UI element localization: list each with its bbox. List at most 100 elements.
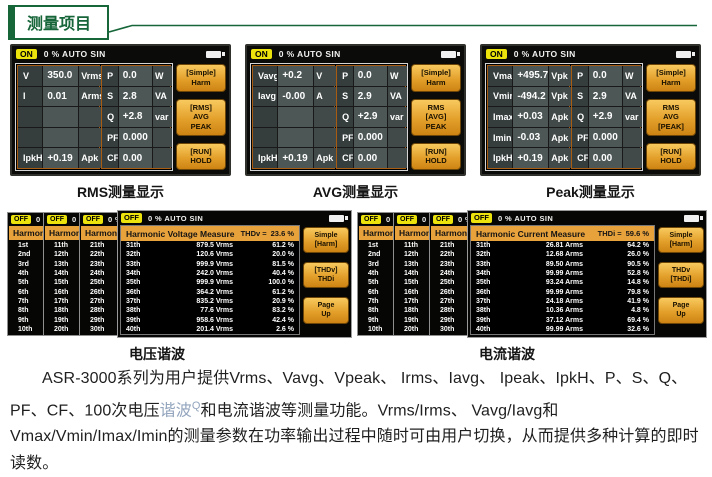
harmonic-front-panel: OFF 0 % AUTO SIN Harmonic Current Measure T… [467, 210, 707, 338]
harmonic-table: Harmonic Voltage Measure THDv = 23.6 % 31th… [120, 225, 300, 335]
measurement-unit [622, 127, 642, 148]
softkey-button: [Simple] Harm [411, 64, 461, 92]
harmonic-order-label: 16th [54, 288, 69, 296]
harmonic-order: 39th [126, 316, 141, 324]
harmonic-order-label: 4th [368, 270, 379, 278]
harmonic-order: 40th [476, 325, 491, 333]
harmonic-link[interactable]: 谐波 [159, 401, 192, 419]
harmonic-order-label: 7th [18, 297, 29, 305]
harmonic-order-label: 18th [404, 307, 419, 315]
description-paragraph: ASR-3000系列为用户提供Vrms、Vavg、Vpeak、 Irms、Iav… [10, 366, 704, 477]
measurement-label: P [337, 66, 353, 86]
measurement-row: PF 0.000 [102, 127, 172, 148]
battery-tip [222, 52, 225, 56]
measurement-label [253, 127, 278, 148]
status-bar: OFF 0 % AUTO SIN [118, 211, 351, 225]
harmonic-order-label: 15th [404, 279, 419, 287]
measurement-value: -494.2 [513, 86, 549, 107]
harmonic-order-label: 9th [368, 316, 379, 324]
harmonic-order-label: 18th [54, 307, 69, 315]
harmonic-rows: 31th 879.5 Vrms 61.2 % 32th 120.6 Vrms 20.0 %… [121, 241, 299, 334]
harmonic-value: 999.9 Vrms [196, 260, 233, 268]
harmonic-percent: 64.2 % [627, 242, 649, 250]
screen-caption: 电压谐波 [129, 346, 185, 362]
softkey-button: [RUN] HOLD [176, 142, 226, 170]
harmonic-order-label: 24th [440, 270, 455, 278]
battery-tip [692, 52, 695, 56]
measurement-label: S [572, 86, 588, 107]
softkey-label: Harm [661, 77, 681, 87]
measurement-row: S 2.9 VA [572, 86, 642, 107]
harmonic-order-list: 1st 2nd 3rd 4th 5th 6th 7th 8th 9th 10th [9, 241, 127, 334]
harmonic-order-label: 20th [54, 325, 69, 333]
harmonic-order-list: 1st 2nd 3rd 4th 5th 6th 7th 8th 9th 10th [359, 241, 477, 334]
measurement-label: Iavg [253, 86, 278, 107]
harmonic-percent: 52.8 % [627, 270, 649, 278]
harmonic-value: 958.6 Vrms [196, 316, 233, 324]
harmonic-order-label: 5th [368, 279, 379, 287]
harmonic-order-label: 27th [440, 297, 455, 305]
thd-label: THDv = [240, 229, 267, 238]
measurement-unit: Apk [314, 148, 337, 168]
measurement-value: 350.0 [43, 66, 79, 86]
harmonic-order-list: 21th 22th 23th 24th 25th 26th 27th 28th 29th 30th [431, 241, 549, 334]
harmonic-order-label: 12th [404, 251, 419, 259]
measurement-value: +2.9 [588, 107, 622, 127]
output-status-badge: OFF [433, 215, 453, 224]
softkey-label: [Simple] [421, 68, 451, 77]
softkey-button: Simple [Harm] [303, 227, 349, 254]
measurement-value: 0.00 [353, 148, 387, 168]
harmonic-table-title: Harmonic Voltage Measure [126, 228, 235, 239]
softkey-label: AVG [193, 112, 209, 122]
softkey-spacer [176, 136, 226, 143]
status-bar: ON 0 % AUTO SIN [482, 46, 699, 62]
measurement-value: -0.00 [278, 86, 314, 107]
harmonic-row: 40th 201.4 Vrms 2.6 % [121, 325, 299, 334]
harmonic-order-label: 19th [404, 316, 419, 324]
harmonic-order-label: 12th [54, 251, 69, 259]
harmonic-value: 120.6 Vrms [196, 251, 233, 259]
harmonic-order: 36th [476, 288, 491, 296]
battery-body [206, 50, 221, 58]
softkey-label: AVG [663, 112, 679, 122]
measurement-row: P 0.0 W [572, 66, 642, 86]
softkey-label: Harm [426, 77, 446, 87]
measurement-value [43, 107, 79, 127]
harmonic-percent: 61.2 % [272, 242, 294, 250]
harmonic-order-label: 30th [90, 325, 105, 333]
measurement-row: V 350.0 Vrms [18, 66, 102, 86]
status-text: 0 % AUTO SIN [278, 49, 341, 59]
harmonic-row: 39th 37.12 Arms 69.4 % [471, 315, 654, 324]
measurement-row: CF 0.00 [337, 148, 407, 168]
screen-content: Vmax+495.7VpkVmin-494.2VpkImax+0.03ApkIm… [485, 63, 696, 171]
harmonic-value: 999.9 Vrms [196, 279, 233, 287]
harmonic-row: 37th 835.2 Vrms 20.9 % [121, 297, 299, 306]
measurement-tables: Vmax+495.7VpkVmin-494.2VpkImax+0.03ApkIm… [485, 63, 643, 171]
softkey-label: [PEAK] [658, 122, 684, 131]
harmonic-order: 31th [476, 242, 491, 250]
softkey-column: [Simple] Harm RMS AVG [PEAK] [RUN] HOLD [646, 63, 696, 171]
harmonic-order: 40th [126, 325, 141, 333]
harmonic-order-label: 20th [404, 325, 419, 333]
softkey-label: Simple [669, 232, 693, 239]
harmonic-order: 37th [476, 297, 491, 305]
link-superscript: Q [191, 399, 201, 412]
output-status-badge: OFF [83, 215, 103, 224]
measurement-value: 0.000 [588, 127, 622, 148]
status-bar: ON 0 % AUTO SIN [247, 46, 464, 62]
measurement-tables: Vavg +0.2 V Iavg -0.00 A IpkH +0.19 Apk P 0.0 W S 2.9… [250, 63, 408, 171]
measurement-unit: Vpk [549, 86, 572, 107]
harmonic-table: Harmonic Current Measure THDi = 59.6 % 31th… [470, 225, 655, 335]
measurement-label: P [102, 66, 118, 86]
measurement-value: +2.9 [353, 107, 387, 127]
harmonic-percent: 14.8 % [627, 279, 649, 287]
battery-body [329, 214, 344, 222]
softkey-label: [AVG] [425, 112, 447, 122]
harmonic-row: 38th 77.6 Vrms 83.2 % [121, 306, 299, 315]
harmonic-order-list: 11th 12th 13th 14th 15th 16th 17th 18th 19th 20th [395, 241, 513, 334]
measurement-row: Q +2.8 var [102, 107, 172, 127]
harmonic-order: 38th [476, 307, 491, 315]
harmonic-value: 201.4 Vrms [196, 325, 233, 333]
harmonic-value: 12.68 Arms [545, 251, 583, 259]
